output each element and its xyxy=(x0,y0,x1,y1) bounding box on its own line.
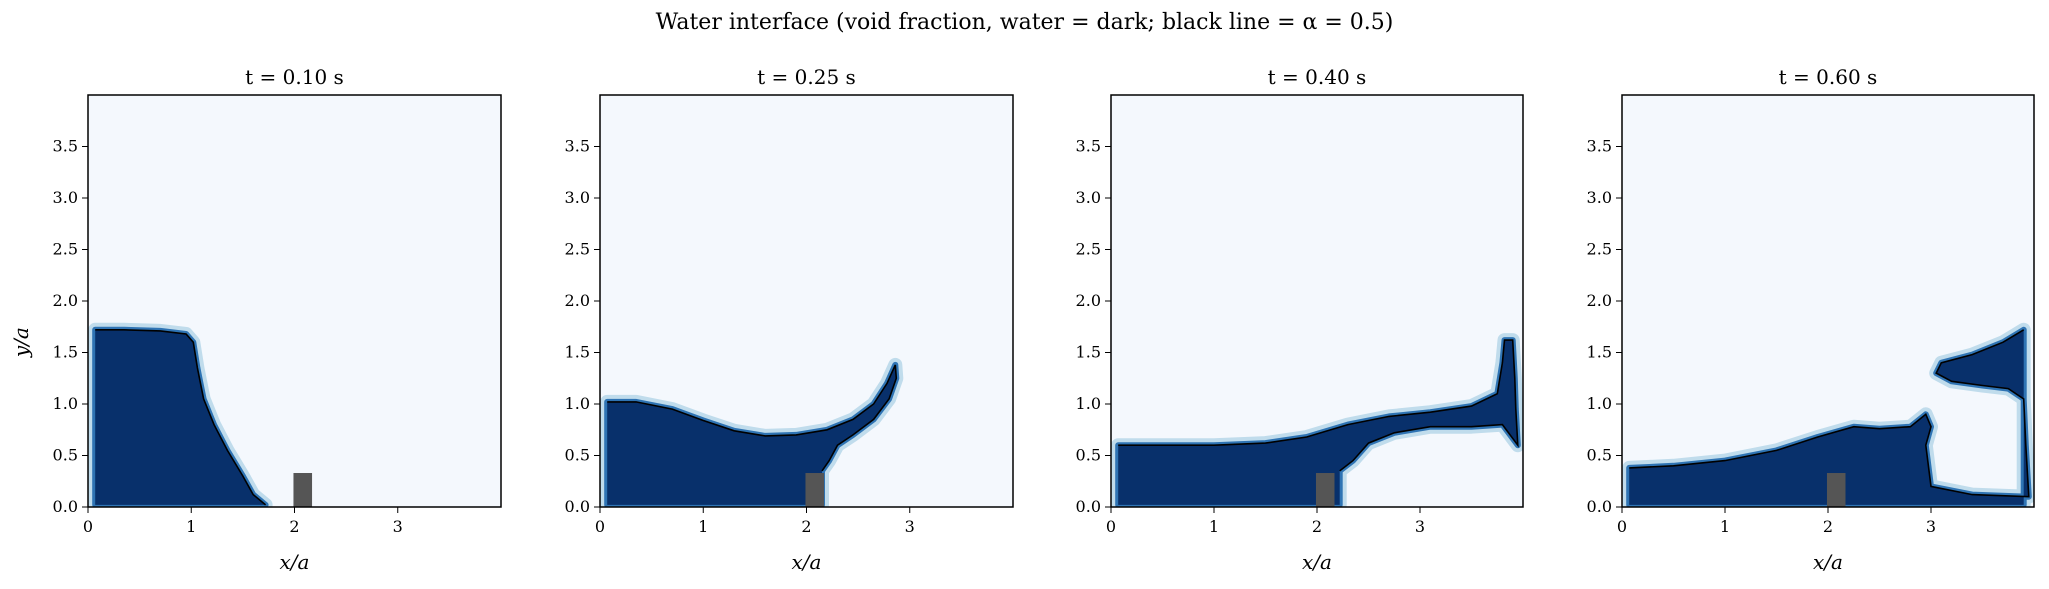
y-tick-label: 1.5 xyxy=(53,343,78,362)
x-tick-label: 2 xyxy=(1312,517,1322,536)
interface-contour xyxy=(607,364,898,472)
y-tick-label: 3.0 xyxy=(1076,188,1101,207)
y-tick-label: 3.5 xyxy=(53,137,78,156)
x-tick-label: 3 xyxy=(905,517,915,536)
obstacle-block xyxy=(1826,473,1846,507)
panel-title: t = 0.25 s xyxy=(757,65,856,89)
x-tick-label: 3 xyxy=(1415,517,1425,536)
obstacle-block xyxy=(293,473,313,507)
y-tick-label: 2.0 xyxy=(1076,291,1101,310)
x-axis-label: x/a xyxy=(280,550,310,574)
x-tick-label: 3 xyxy=(393,517,403,536)
y-tick-label: 0.5 xyxy=(1587,446,1612,465)
y-tick-label: 1.0 xyxy=(1587,394,1612,413)
x-tick-label: 1 xyxy=(698,517,708,536)
y-tick-label: 1.0 xyxy=(53,394,78,413)
y-tick-label: 3.0 xyxy=(1587,188,1612,207)
y-tick-label: 1.0 xyxy=(1076,394,1101,413)
y-tick-label: 1.5 xyxy=(1587,343,1612,362)
x-axis-label: x/a xyxy=(1302,550,1332,574)
y-tick-label: 2.0 xyxy=(53,291,78,310)
y-tick-label: 2.5 xyxy=(53,240,78,259)
interface-contour xyxy=(95,329,267,506)
y-tick-label: 3.5 xyxy=(1076,137,1101,156)
x-axis-label: x/a xyxy=(1813,550,1843,574)
x-tick-label: 3 xyxy=(1926,517,1936,536)
water-region xyxy=(1629,329,2029,505)
water-region xyxy=(1118,340,1518,505)
x-tick-label: 1 xyxy=(186,517,196,536)
y-tick-label: 0.0 xyxy=(53,497,78,516)
panel-title: t = 0.40 s xyxy=(1268,65,1367,89)
y-tick-label: 2.5 xyxy=(1587,240,1612,259)
x-tick-label: 0 xyxy=(595,517,605,536)
x-tick-label: 0 xyxy=(1617,517,1627,536)
y-tick-label: 0.5 xyxy=(565,446,590,465)
water-region xyxy=(95,329,266,505)
x-tick-label: 1 xyxy=(1720,517,1730,536)
y-tick-label: 2.5 xyxy=(1076,240,1101,259)
panel-3: 0 1 2 3 0.0 0.5 1.0 1.5 2.0 2.5 3.0 3.5 t = 0.40 s x/… xyxy=(1076,65,1524,574)
y-tick-label: 1.5 xyxy=(1076,343,1101,362)
panel-title: t = 0.10 s xyxy=(245,65,344,89)
y-tick-label: 0.0 xyxy=(565,497,590,516)
panel-4: 0 1 2 3 0.0 0.5 1.0 1.5 2.0 2.5 3.0 3.5 t = 0.60 s x/… xyxy=(1587,65,2035,574)
x-tick-label: 2 xyxy=(289,517,299,536)
y-tick-label: 0.0 xyxy=(1587,497,1612,516)
x-axis-label: x/a xyxy=(792,550,822,574)
y-tick-label: 0.0 xyxy=(1076,497,1101,516)
y-tick-label: 1.5 xyxy=(565,343,590,362)
y-tick-label: 3.0 xyxy=(53,188,78,207)
x-tick-label: 0 xyxy=(1106,517,1116,536)
y-tick-label: 1.0 xyxy=(565,394,590,413)
interface-contour xyxy=(1629,329,2030,498)
y-tick-label: 0.5 xyxy=(1076,446,1101,465)
y-axis-label: y/a xyxy=(9,327,33,358)
panel-1: 0 1 2 3 0.0 0.5 1.0 1.5 2.0 2.5 3.0 3.5 t = 0.10 s x/… xyxy=(9,65,502,574)
obstacle-block xyxy=(805,473,825,507)
y-tick-label: 3.0 xyxy=(565,188,590,207)
x-tick-label: 0 xyxy=(83,517,93,536)
y-tick-label: 2.0 xyxy=(1587,291,1612,310)
y-tick-label: 2.0 xyxy=(565,291,590,310)
panel-title: t = 0.60 s xyxy=(1779,65,1878,89)
y-tick-label: 0.5 xyxy=(53,446,78,465)
y-tick-label: 3.5 xyxy=(565,137,590,156)
x-tick-label: 1 xyxy=(1209,517,1219,536)
water-region xyxy=(607,364,897,505)
x-tick-label: 2 xyxy=(801,517,811,536)
x-tick-label: 2 xyxy=(1823,517,1833,536)
obstacle-block xyxy=(1315,473,1335,507)
interface-contour xyxy=(1118,339,1519,472)
y-tick-label: 2.5 xyxy=(565,240,590,259)
panel-2: 0 1 2 3 0.0 0.5 1.0 1.5 2.0 2.5 3.0 3.5 t = 0.25 s x/… xyxy=(565,65,1014,574)
figure-title: Water interface (void fraction, water = … xyxy=(655,10,1394,35)
y-tick-label: 3.5 xyxy=(1587,137,1612,156)
